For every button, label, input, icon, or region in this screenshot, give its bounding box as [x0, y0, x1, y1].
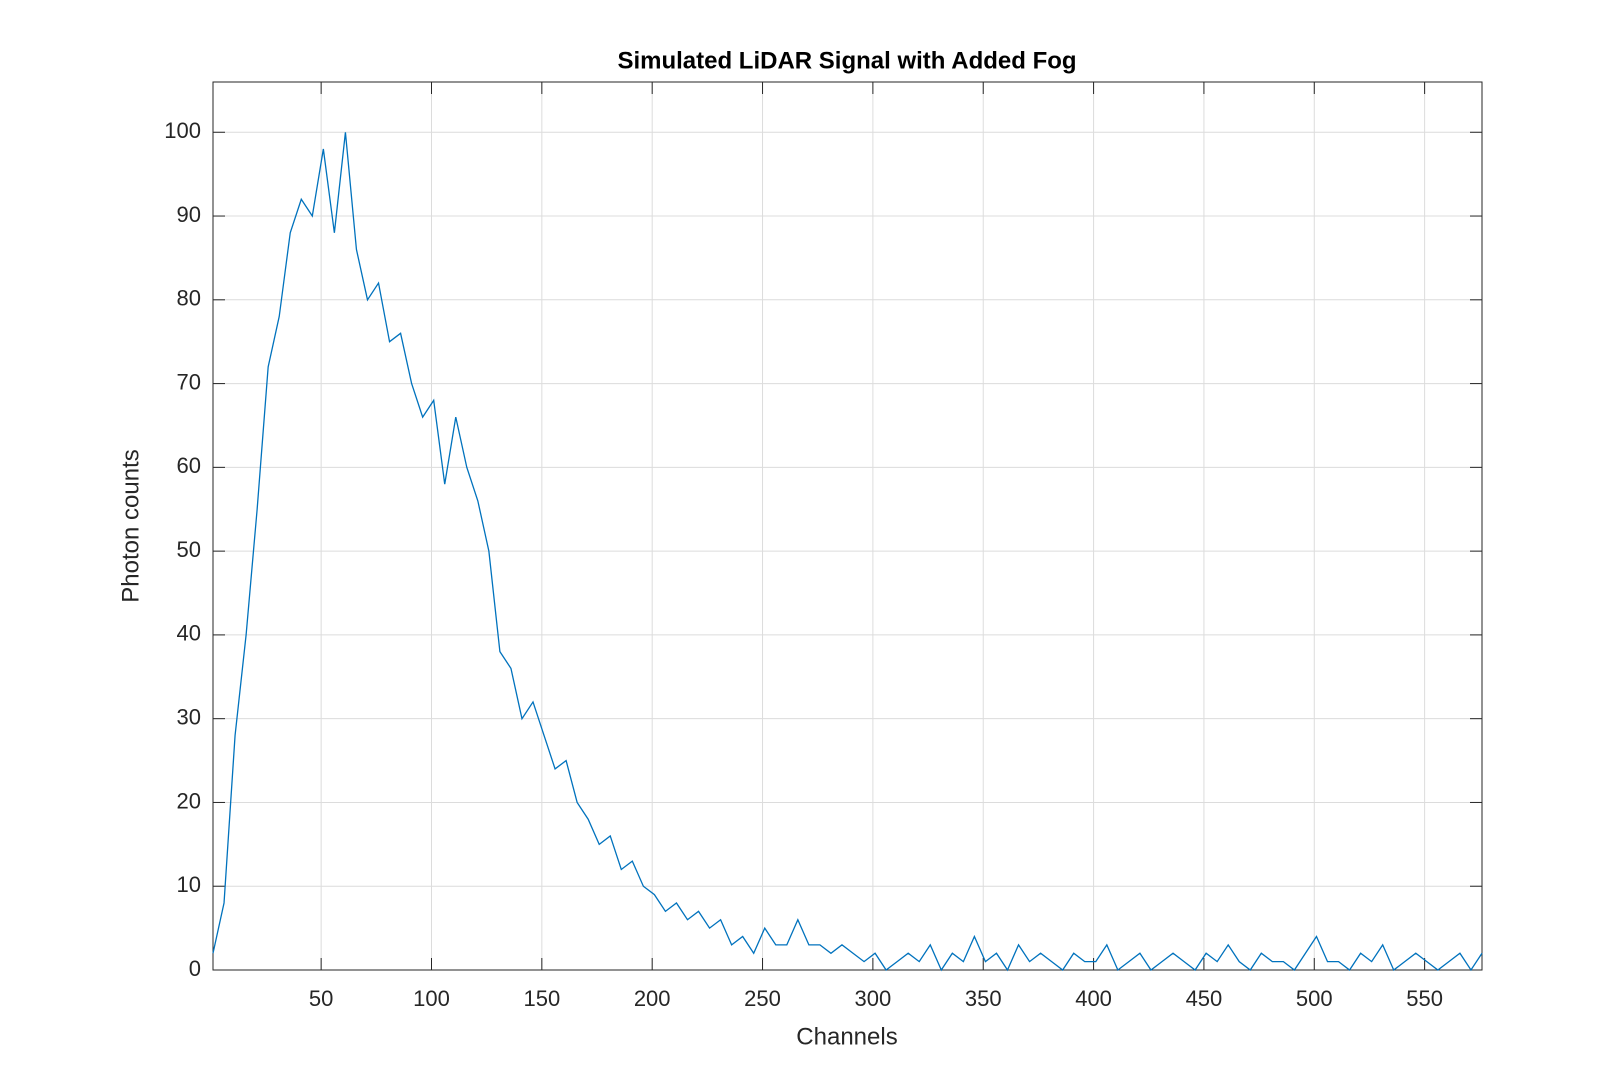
y-tick-label: 30: [177, 704, 201, 729]
x-tick-label: 500: [1296, 986, 1333, 1011]
x-tick-label: 150: [523, 986, 560, 1011]
data-line: [212, 132, 1483, 972]
y-tick-label: 10: [177, 872, 201, 897]
x-tick-label: 350: [965, 986, 1002, 1011]
x-tick-label: 250: [744, 986, 781, 1011]
x-tick-label: 450: [1186, 986, 1223, 1011]
y-tick-label: 20: [177, 788, 201, 813]
x-tick-label: 400: [1075, 986, 1112, 1011]
y-tick-label: 0: [189, 956, 201, 981]
x-tick-label: 100: [413, 986, 450, 1011]
y-tick-label: 50: [177, 537, 201, 562]
y-tick-label: 90: [177, 202, 201, 227]
y-tick-label: 80: [177, 286, 201, 311]
x-tick-label: 300: [855, 986, 892, 1011]
x-tick-label: 50: [309, 986, 333, 1011]
chart-title: Simulated LiDAR Signal with Added Fog: [617, 47, 1076, 74]
y-tick-label: 70: [177, 369, 201, 394]
x-axis-label: Channels: [796, 1023, 897, 1050]
plot-frame: [212, 81, 1483, 971]
y-tick-label: 100: [164, 118, 201, 143]
y-tick-label: 60: [177, 453, 201, 478]
x-tick-label: 200: [634, 986, 671, 1011]
y-tick-label: 40: [177, 621, 201, 646]
y-axis-label: Photon counts: [117, 449, 144, 602]
x-tick-label: 550: [1406, 986, 1443, 1011]
